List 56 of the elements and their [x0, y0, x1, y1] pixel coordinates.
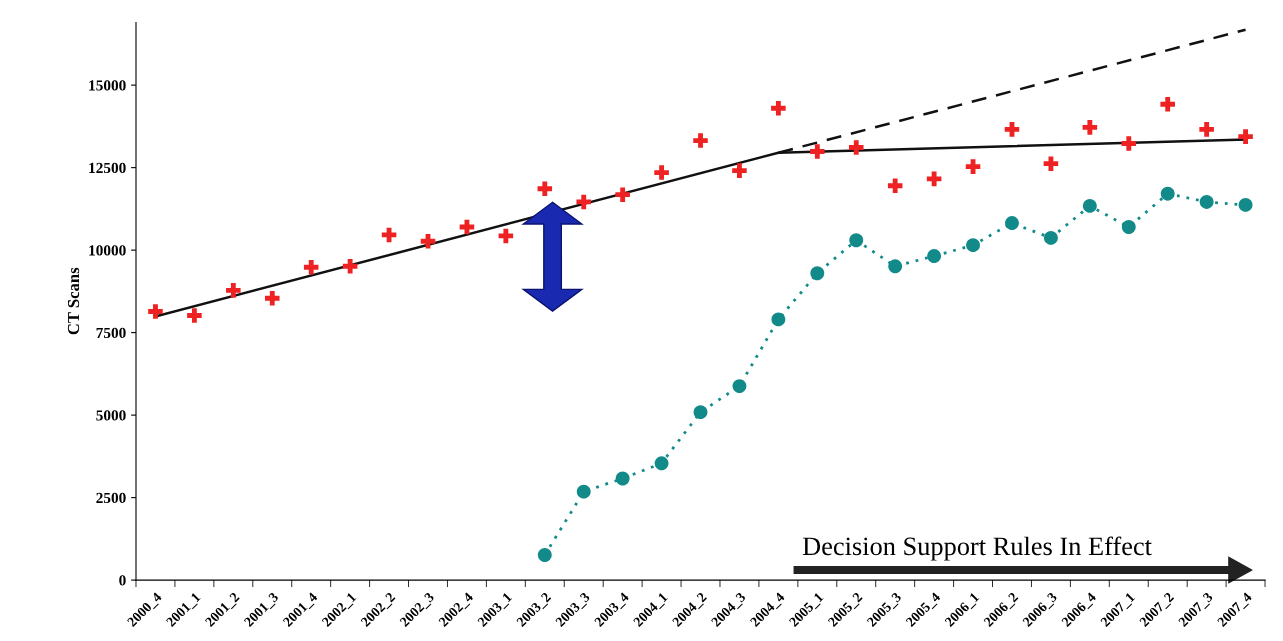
point — [1082, 198, 1097, 213]
point — [654, 165, 669, 180]
point — [1043, 156, 1059, 171]
y-tick-label: 2500 — [96, 492, 126, 504]
point — [732, 163, 747, 178]
point — [1160, 96, 1175, 112]
y-tick-label: 5000 — [96, 410, 126, 421]
point — [264, 291, 280, 306]
point — [459, 219, 475, 235]
y-tick-label: 0 — [119, 575, 126, 586]
point — [654, 456, 669, 471]
point — [226, 283, 241, 298]
point — [576, 194, 591, 210]
point — [1238, 129, 1253, 144]
y-tick-label: 10000 — [89, 245, 126, 256]
point — [810, 144, 825, 159]
y-tick-label: 7500 — [96, 327, 126, 339]
point — [1082, 120, 1098, 135]
point — [771, 100, 786, 116]
point — [693, 405, 708, 420]
point — [849, 233, 864, 248]
point — [888, 259, 903, 274]
point — [1004, 122, 1020, 137]
point — [187, 308, 202, 323]
point — [420, 233, 436, 249]
point — [576, 484, 591, 499]
point — [966, 238, 980, 253]
point — [848, 140, 864, 155]
point — [1043, 230, 1058, 245]
point — [1121, 136, 1137, 151]
point — [771, 312, 786, 327]
point — [887, 178, 903, 194]
point — [537, 548, 552, 562]
point — [810, 266, 825, 281]
y-axis-title: CT Scans — [67, 267, 80, 335]
y-tick-label: 15000 — [89, 80, 126, 91]
point — [303, 260, 319, 275]
point — [1005, 216, 1019, 231]
point — [537, 181, 553, 197]
annotation: Decision Support Rules In Effect — [802, 536, 1152, 561]
point — [732, 379, 747, 394]
point — [148, 304, 163, 319]
point — [615, 187, 630, 202]
point — [342, 259, 358, 274]
point — [965, 159, 981, 174]
point — [615, 471, 630, 486]
point — [926, 171, 942, 187]
point — [1238, 197, 1253, 212]
point — [1160, 186, 1175, 201]
point — [498, 228, 514, 244]
point — [1121, 220, 1136, 234]
point — [1199, 195, 1214, 209]
y-tick-label: 12500 — [89, 162, 126, 174]
point — [927, 249, 942, 264]
point — [693, 133, 708, 148]
point — [1199, 122, 1214, 137]
